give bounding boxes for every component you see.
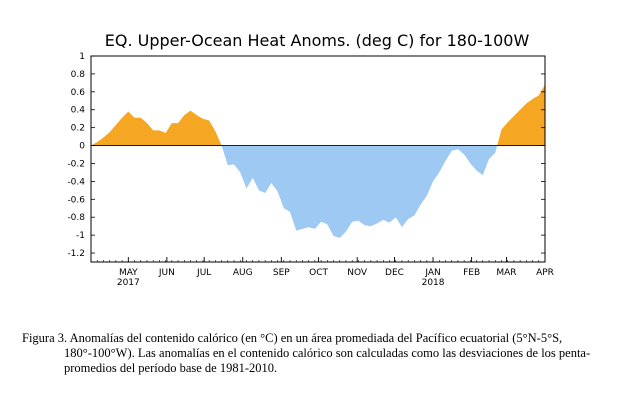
y-tick-label: 0.6 [71,88,86,98]
y-tick-label: -0.2 [67,159,85,169]
x-tick-label: MAY [119,268,138,278]
y-tick-label: 0 [79,142,85,152]
y-tick-label: 0.2 [71,124,85,134]
x-tick-label: APR [536,268,554,278]
x-tick-label: FEB [463,268,480,278]
x-tick-label: JUN [158,268,175,278]
x-tick-label: JAN [424,268,440,278]
y-tick-label: 0.4 [71,106,86,116]
y-tick-label: -0.8 [67,213,85,223]
x-tick-label: NOV [347,268,368,278]
y-tick-label: -0.6 [67,195,85,205]
positive-anomaly-area [91,84,545,146]
y-tick-label: -0.4 [67,177,85,187]
x-tick-label: AUG [233,268,253,278]
y-tick-label: 1 [79,52,85,62]
y-tick-label: 0.8 [71,70,86,80]
x-tick-label: SEP [273,268,290,278]
figure-caption: Figura 3. Anomalías del contenido calóri… [22,331,591,375]
x-tick-label: JUL [196,268,211,278]
plot-area: 10.80.60.40.20-0.2-0.4-0.6-0.8-1-1.2MAY2… [67,52,553,288]
heat-anomaly-chart: EQ. Upper-Ocean Heat Anoms. (deg C) for … [67,31,553,288]
y-tick-label: -1 [76,231,85,241]
x-tick-label: OCT [309,268,328,278]
x-tick-label: MAR [496,268,516,278]
x-tick-label: DEC [385,268,404,278]
negative-anomaly-area [91,145,545,238]
x-year-label: 2017 [117,278,140,288]
y-tick-label: -1.2 [67,249,85,259]
plot-frame [90,55,546,263]
x-year-label: 2018 [422,278,445,288]
chart-title: EQ. Upper-Ocean Heat Anoms. (deg C) for … [105,31,530,50]
